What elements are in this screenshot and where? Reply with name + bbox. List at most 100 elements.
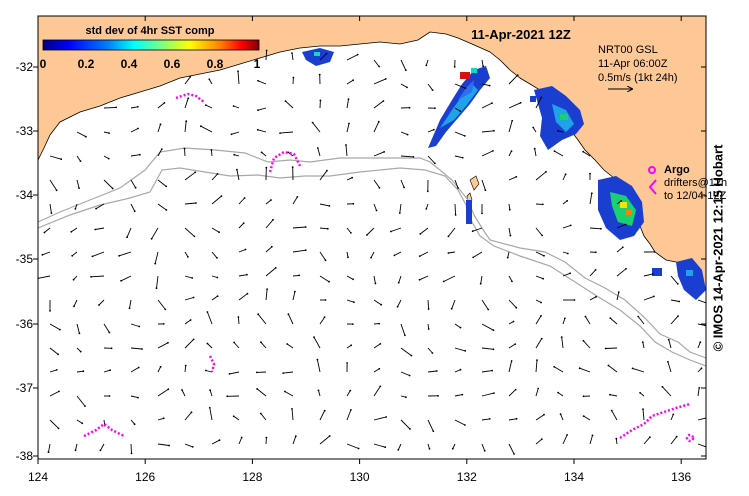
- lon-tick-label: 136: [671, 470, 691, 484]
- current-arrow: [346, 123, 350, 133]
- current-arrow: [508, 227, 511, 236]
- current-arrow-head: [74, 208, 77, 210]
- current-arrow: [535, 97, 542, 109]
- current-arrow: [211, 227, 220, 233]
- current-arrow: [211, 295, 218, 301]
- current-arrow-head: [425, 64, 428, 67]
- current-arrow-head: [352, 202, 355, 205]
- current-arrow-head: [265, 436, 268, 439]
- current-arrow: [508, 418, 517, 421]
- current-arrow: [670, 275, 679, 285]
- current-arrow-head: [582, 339, 585, 342]
- lon-tick-label: 130: [350, 470, 370, 484]
- current-arrow: [554, 150, 564, 157]
- current-arrow: [291, 408, 294, 421]
- argo-track: [175, 92, 205, 103]
- current-arrow-head: [185, 120, 188, 123]
- current-arrow: [454, 179, 459, 189]
- current-arrow-head: [406, 86, 408, 89]
- current-scale-legend: NRT00 GSL 11-Apr 06:00Z 0.5m/s (1kt 24h): [598, 44, 677, 89]
- current-arrow-head: [79, 350, 82, 353]
- current-arrow-head: [216, 276, 219, 279]
- current-arrow-head: [447, 235, 450, 238]
- current-arrow-head: [206, 311, 209, 313]
- current-arrow: [130, 443, 132, 454]
- current-arrow-head: [513, 453, 515, 455]
- current-arrow: [76, 179, 80, 189]
- current-arrow: [238, 293, 248, 301]
- current-arrow: [76, 419, 83, 424]
- current-arrow-head: [137, 396, 139, 399]
- argo-legend-line1: drifters@12h: [664, 177, 727, 189]
- current-arrow: [373, 151, 385, 157]
- current-arrow: [632, 367, 645, 373]
- current-arrow: [130, 347, 143, 350]
- current-arrow-head: [405, 396, 407, 399]
- current-arrow-head: [649, 436, 651, 439]
- current-arrow-head: [193, 235, 196, 238]
- current-arrow-head: [257, 79, 259, 82]
- current-arrow: [609, 394, 618, 397]
- current-arrow-head: [326, 169, 328, 172]
- current-arrow: [184, 319, 191, 325]
- current-arrow: [535, 388, 539, 397]
- current-arrow: [400, 59, 407, 71]
- current-arrow: [346, 443, 359, 449]
- current-arrow-head: [510, 150, 513, 153]
- current-arrow: [95, 227, 105, 230]
- colorbar-tick: 0.6: [164, 57, 181, 71]
- current-arrow-head: [591, 434, 594, 437]
- colorbar-title: std dev of 4hr SST comp: [86, 25, 215, 37]
- current-arrow-head: [351, 176, 353, 179]
- current-arrow: [373, 416, 387, 421]
- slope-isobath: [38, 167, 706, 367]
- argo-drifter-tracks: [83, 92, 695, 443]
- current-arrow: [553, 366, 564, 373]
- current-arrow-head: [243, 197, 246, 199]
- current-arrow-head: [296, 196, 299, 198]
- current-arrow-head: [260, 341, 262, 344]
- current-arrow: [206, 311, 213, 325]
- current-arrow: [400, 323, 406, 336]
- current-arrow: [319, 410, 326, 421]
- current-arrow-head: [162, 323, 165, 325]
- current-arrow-head: [492, 348, 495, 351]
- current-arrow: [129, 299, 132, 309]
- argo-track: [268, 150, 302, 173]
- current-arrow-head: [257, 109, 259, 112]
- current-arrow: [399, 203, 402, 214]
- current-arrow: [373, 299, 382, 306]
- current-arrow-head: [557, 130, 559, 132]
- current-arrow: [454, 107, 461, 112]
- colorbar-gradient: [42, 39, 260, 51]
- current-arrow: [49, 203, 52, 214]
- current-arrow: [287, 314, 294, 325]
- current-arrow: [184, 412, 192, 421]
- current-arrow: [44, 227, 51, 233]
- current-arrow-head: [514, 343, 517, 345]
- current-arrow: [481, 150, 494, 157]
- current-arrow-head: [609, 393, 611, 396]
- current-arrow-head: [488, 84, 491, 87]
- current-arrow: [184, 339, 194, 349]
- current-arrow-head: [55, 189, 58, 192]
- current-arrow: [427, 155, 436, 164]
- current-arrow-head: [406, 133, 409, 136]
- current-arrow: [319, 251, 326, 261]
- current-arrow-head: [351, 323, 354, 325]
- current-arrow-head: [137, 127, 139, 130]
- current-arrow-head: [378, 322, 380, 325]
- current-arrow-head: [566, 199, 569, 202]
- current-arrow-head: [78, 187, 80, 190]
- current-arrow: [508, 150, 512, 157]
- current-arrow-head: [304, 249, 307, 252]
- current-arrow: [697, 323, 706, 326]
- current-arrow-head: [594, 269, 597, 271]
- current-arrow-head: [85, 135, 87, 138]
- current-arrow: [400, 83, 408, 88]
- current-arrow: [419, 251, 429, 257]
- current-arrow-head: [230, 133, 233, 136]
- current-arrow: [373, 179, 380, 189]
- current-arrow: [120, 275, 132, 282]
- lon-tick-label: 132: [457, 470, 477, 484]
